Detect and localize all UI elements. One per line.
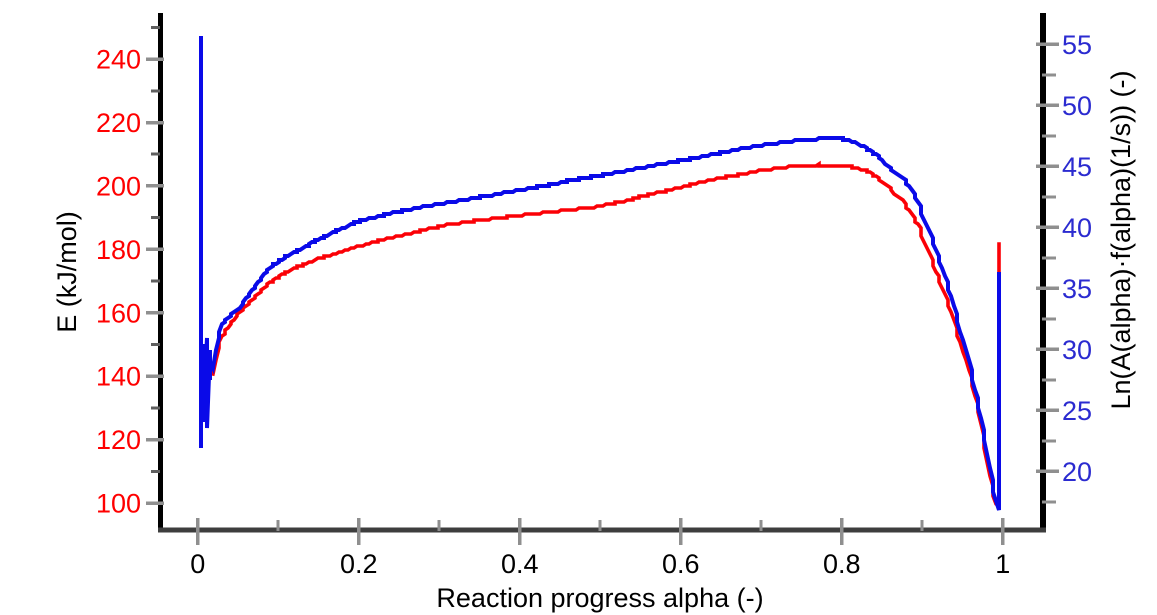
right-axis-title: Ln(A(alpha)·f(alpha)(1/s)) (-): [1106, 70, 1136, 409]
left-axis-tick-label: 140: [96, 362, 141, 392]
right-axis-tick-label: 30: [1062, 335, 1092, 365]
x-axis-tick-label: 1: [995, 549, 1010, 579]
data-series: [199, 36, 1001, 511]
right-axis-tick-label: 25: [1062, 396, 1092, 426]
x-axis-tick-label: 0: [190, 549, 205, 579]
x-axis-title: Reaction progress alpha (-): [436, 583, 763, 613]
left-axis-title: E (kJ/mol): [52, 211, 82, 333]
right-axis-tick-label: 45: [1062, 152, 1092, 182]
left-axis-tick-label: 180: [96, 235, 141, 265]
x-axis-tick-label: 0.2: [340, 549, 378, 579]
left-axis-tick-label: 160: [96, 298, 141, 328]
left-axis-tick-label: 220: [96, 108, 141, 138]
x-axis-tick-label: 0.4: [501, 549, 539, 579]
x-axis-tick-label: 0.8: [823, 549, 861, 579]
series-activation-energy: [210, 160, 1001, 510]
right-axis-tick-label: 35: [1062, 274, 1092, 304]
right-axis-tick-label: 50: [1062, 91, 1092, 121]
x-axis-tick-label: 0.6: [662, 549, 700, 579]
right-axis-tick-label: 55: [1062, 30, 1092, 60]
left-axis-tick-label: 120: [96, 425, 141, 455]
left-axis-tick-label: 240: [96, 45, 141, 75]
right-axis-tick-label: 40: [1062, 213, 1092, 243]
series-ln-af: [199, 36, 1001, 511]
left-axis-tick-label: 200: [96, 171, 141, 201]
right-axis-tick-label: 20: [1062, 457, 1092, 487]
left-axis-tick-label: 100: [96, 489, 141, 519]
axis-ticks: 100 120 140 160 180 200 220 240 20 25 30 35 40 45 50 55…: [96, 25, 1092, 579]
